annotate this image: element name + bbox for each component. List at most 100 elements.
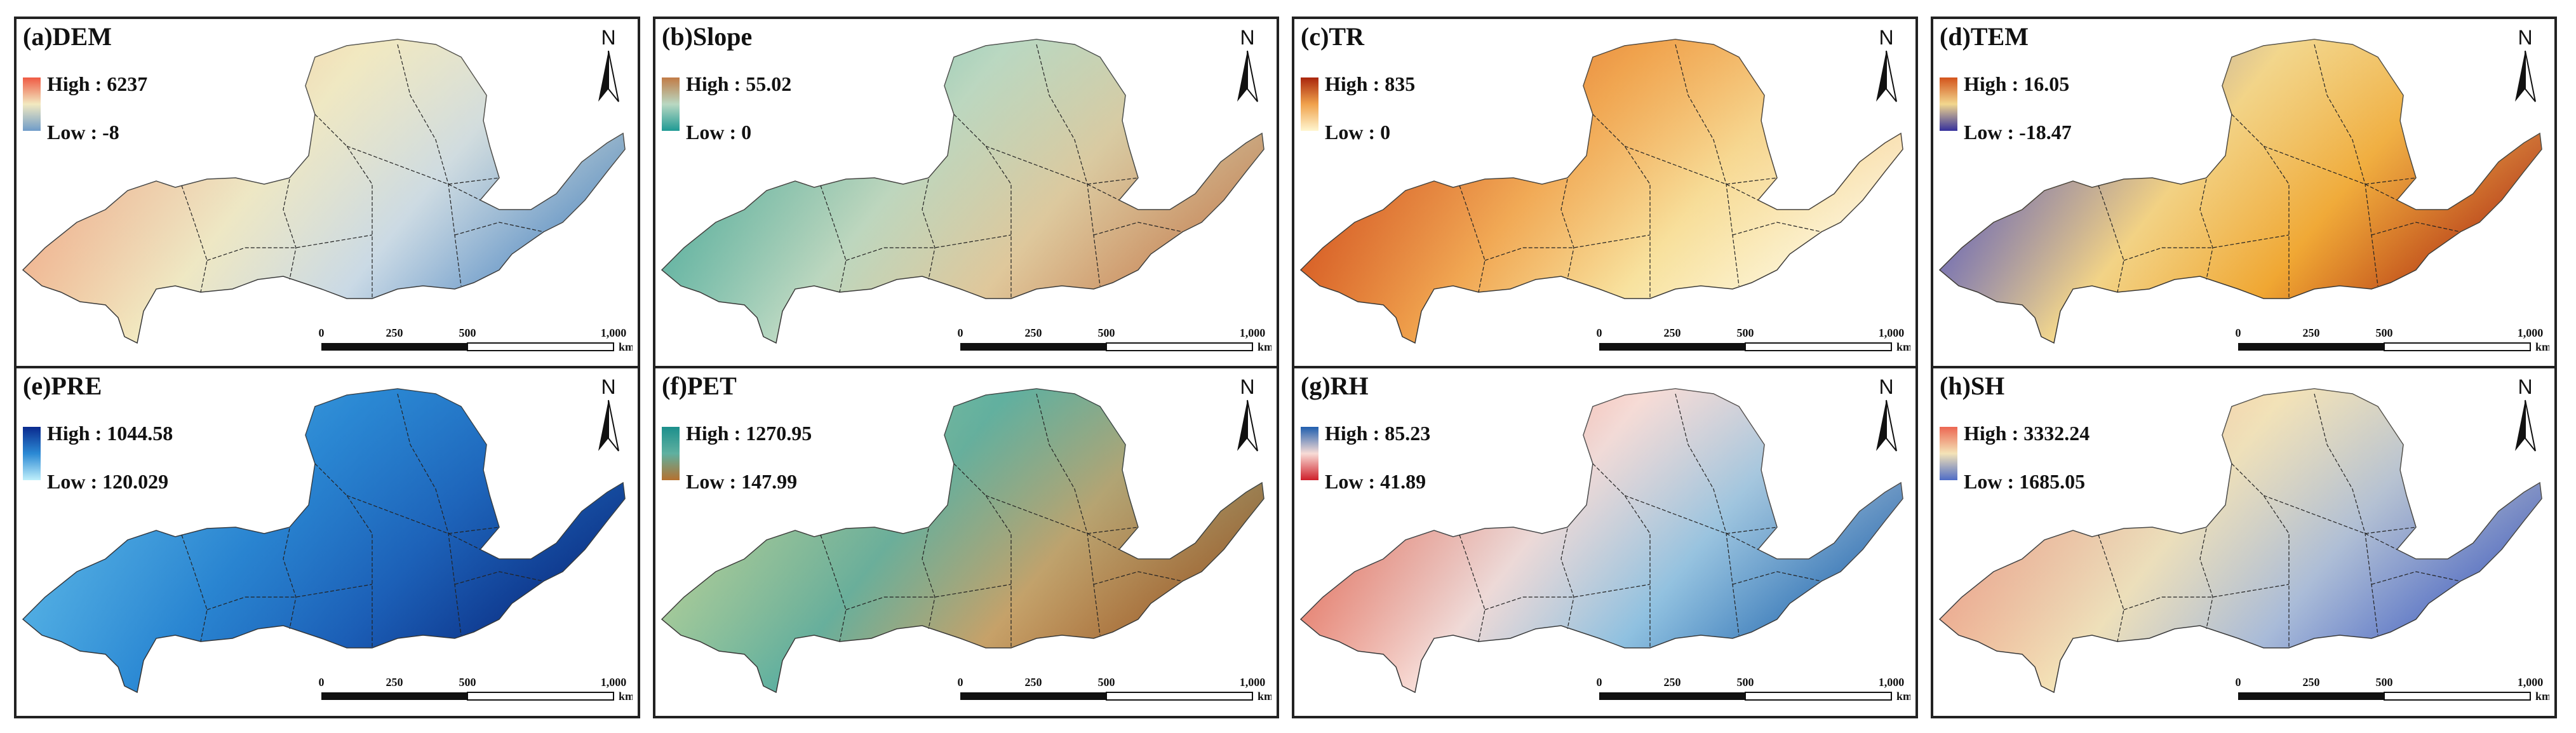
sub-basin-boundary xyxy=(2199,178,2213,280)
sub-basin-boundary xyxy=(1093,222,1183,236)
panel-title: (d)TEM xyxy=(1940,22,2029,51)
panel-title: (a)DEM xyxy=(23,22,112,51)
legend-color-ramp xyxy=(1301,427,1318,480)
sub-basin-boundary xyxy=(454,222,544,236)
sub-basin-boundary xyxy=(1592,114,1651,299)
sub-basin-boundary xyxy=(1484,234,1651,261)
sub-basin-boundary xyxy=(953,463,1012,648)
sub-basin-boundary xyxy=(1732,571,1822,585)
scale-tick-label: 500 xyxy=(459,326,476,339)
legend-color-ramp xyxy=(1940,427,1957,480)
sub-basin-boundary xyxy=(1087,184,1120,201)
sub-basin-boundary xyxy=(985,145,1139,185)
map-panel: (b)Slope High : 55.02 Low : 0 N 0 250 500 1,000… xyxy=(653,17,1279,369)
map-panel: (g)RH High : 85.23 Low : 41.89 N 0 250 500 1,00… xyxy=(1292,366,1918,718)
scale-tick-label: 250 xyxy=(1664,676,1681,689)
legend-high-label: High : 1044.58 xyxy=(47,422,173,445)
legend-color-ramp xyxy=(1940,77,1957,131)
scale-tick-label: 500 xyxy=(1098,676,1115,689)
sub-basin-boundary xyxy=(283,528,297,629)
north-label: N xyxy=(1879,26,1893,49)
legend-high-label: High : 3332.24 xyxy=(1964,422,2090,445)
scale-tick-label: 250 xyxy=(1025,676,1042,689)
panel-title: (c)TR xyxy=(1301,22,1364,51)
sub-basin-boundary xyxy=(448,184,481,201)
scale-tick-label: 0 xyxy=(1597,676,1602,689)
legend-color-ramp xyxy=(23,77,41,131)
legend-low-label: Low : 41.89 xyxy=(1325,470,1426,493)
legend-high-label: High : 55.02 xyxy=(686,72,792,95)
sub-basin-boundary xyxy=(922,178,936,280)
sub-basin-boundary xyxy=(1036,44,1101,286)
scale-tick-label: 500 xyxy=(459,676,476,689)
sub-basin-boundary xyxy=(1560,528,1574,629)
legend-low-label: Low : 0 xyxy=(686,121,752,144)
north-label: N xyxy=(601,26,615,49)
sub-basin-boundary xyxy=(346,495,500,534)
sub-basin-boundary xyxy=(1087,533,1120,550)
scale-unit: km xyxy=(1896,690,1910,703)
sub-basin-boundary xyxy=(181,185,208,293)
legend-low-label: Low : 147.99 xyxy=(686,470,798,493)
sub-basin-boundary xyxy=(985,495,1139,534)
sub-basin-boundary xyxy=(2199,528,2213,629)
legend-high-label: High : 835 xyxy=(1325,72,1416,95)
panel-title: (h)SH xyxy=(1940,372,2005,400)
legend-color-ramp xyxy=(1301,77,1318,131)
scale-tick-label: 0 xyxy=(2236,676,2241,689)
scale-tick-label: 250 xyxy=(386,326,403,339)
sub-basin-boundary xyxy=(2263,495,2417,534)
sub-basin-boundary xyxy=(1624,495,1778,534)
scale-tick-label: 500 xyxy=(1737,326,1754,339)
scale-tick-label: 1,000 xyxy=(2518,326,2544,339)
sub-basin-boundary xyxy=(2314,44,2378,286)
scale-tick-label: 500 xyxy=(2376,676,2393,689)
basin-map xyxy=(661,39,1265,344)
sub-basin-boundary xyxy=(2098,185,2124,293)
basin-map xyxy=(661,388,1265,694)
legend-low-label: Low : -18.47 xyxy=(1964,121,2072,144)
sub-basin-boundary xyxy=(181,534,208,642)
sub-basin-boundary xyxy=(314,114,373,299)
north-arrow-icon: N xyxy=(598,375,619,452)
north-arrow-icon: N xyxy=(598,26,619,102)
scale-bar: 0 250 500 1,000km xyxy=(2236,676,2550,703)
sub-basin-boundary xyxy=(845,584,1012,610)
north-label: N xyxy=(1879,375,1893,398)
scale-tick-label: 1,000 xyxy=(1240,326,1266,339)
north-arrow-icon: N xyxy=(2515,375,2536,452)
panel-title: (b)Slope xyxy=(662,22,753,51)
sub-basin-boundary xyxy=(2123,584,2290,610)
sub-basin-boundary xyxy=(206,584,373,610)
sub-basin-boundary xyxy=(820,534,847,642)
scale-tick-label: 0 xyxy=(2236,326,2241,339)
sub-basin-boundary xyxy=(283,178,297,280)
panel-title: (e)PRE xyxy=(23,372,102,400)
scale-tick-label: 250 xyxy=(386,676,403,689)
legend-low-label: Low : 0 xyxy=(1325,121,1391,144)
sub-basin-boundary xyxy=(1093,571,1183,585)
legend-high-label: High : 6237 xyxy=(47,72,148,95)
legend-high-label: High : 85.23 xyxy=(1325,422,1431,445)
scale-tick-label: 500 xyxy=(1098,326,1115,339)
scale-bar: 0 250 500 1,000km xyxy=(1597,326,1911,353)
sub-basin-boundary xyxy=(1459,534,1486,642)
map-panel: (h)SH High : 3332.24 Low : 1685.05 N 0 250 500… xyxy=(1931,366,2557,718)
sub-basin-boundary xyxy=(953,114,1012,299)
scale-tick-label: 250 xyxy=(2303,326,2320,339)
scale-tick-label: 1,000 xyxy=(601,326,627,339)
basin-map xyxy=(1938,388,2542,694)
scale-tick-label: 0 xyxy=(319,676,325,689)
sub-basin-boundary xyxy=(2371,571,2461,585)
sub-basin-boundary xyxy=(314,463,373,648)
sub-basin-boundary xyxy=(1459,185,1486,293)
scale-bar: 0 250 500 1,000km xyxy=(319,676,633,703)
sub-basin-boundary xyxy=(1732,222,1822,236)
sub-basin-boundary xyxy=(820,185,847,293)
scale-tick-label: 250 xyxy=(2303,676,2320,689)
sub-basin-boundary xyxy=(2371,222,2461,236)
north-arrow-icon: N xyxy=(1237,26,1258,102)
sub-basin-boundary xyxy=(397,393,462,636)
map-panel: (c)TR High : 835 Low : 0 N 0 250 500 1,000km xyxy=(1292,17,1918,369)
sub-basin-boundary xyxy=(1560,178,1574,280)
